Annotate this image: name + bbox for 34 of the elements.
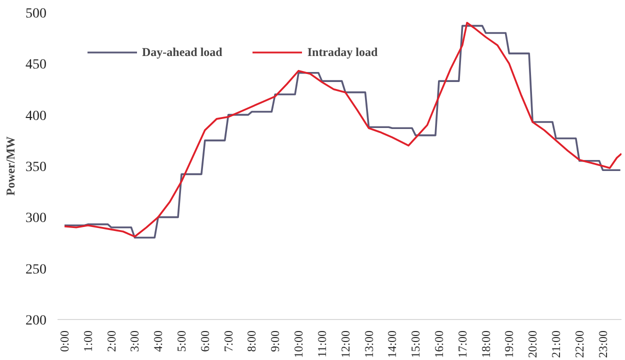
y-tick-label: 200 [26, 314, 46, 328]
x-tick-label: 11:00 [314, 330, 329, 358]
x-tick-label: 17:00 [455, 330, 470, 358]
x-tick-label: 2:00 [104, 330, 118, 352]
y-tick-label: 400 [26, 108, 46, 124]
y-tick-label: 500 [26, 6, 46, 22]
x-tick-label: 7:00 [221, 330, 236, 352]
x-tick-label: 4:00 [151, 330, 166, 352]
x-tick-label: 12:00 [338, 330, 352, 358]
x-tick-label: 13:00 [362, 330, 376, 358]
x-tick-label: 0:00 [58, 330, 72, 352]
x-tick-label: 19:00 [502, 330, 516, 358]
x-tick-label: 18:00 [478, 330, 493, 358]
y-tick-label: 300 [26, 211, 46, 226]
x-tick-label: 23:00 [596, 330, 610, 358]
x-tick-label: 22:00 [572, 330, 586, 358]
y-axis-title: Power/MW [4, 136, 18, 196]
x-tick-label: 5:00 [174, 330, 189, 352]
legend-label: Day-ahead load [142, 44, 222, 60]
x-tick-label: 21:00 [548, 330, 563, 358]
y-tick-label: 450 [26, 58, 46, 73]
x-tick-label: 14:00 [385, 330, 400, 358]
x-tick-label: 8:00 [244, 330, 259, 352]
x-tick-label: 9:00 [268, 330, 282, 352]
y-tick-label: 250 [26, 262, 46, 278]
x-tick-label: 6:00 [198, 330, 212, 352]
legend-label: Intraday load [307, 44, 378, 60]
x-tick-label: 3:00 [128, 330, 142, 352]
x-tick-label: 15:00 [408, 330, 423, 358]
x-tick-label: 1:00 [80, 330, 95, 352]
x-tick-label: 10:00 [292, 330, 306, 358]
y-tick-label: 350 [26, 160, 46, 175]
x-tick-label: 20:00 [526, 330, 540, 358]
x-tick-label: 16:00 [432, 330, 446, 358]
